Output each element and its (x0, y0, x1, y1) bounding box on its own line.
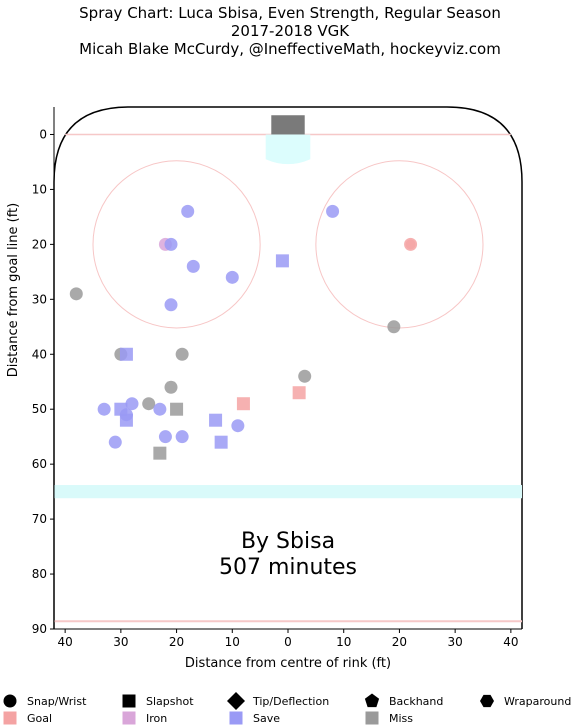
shot-point-20 (125, 397, 139, 411)
y-tick-label-8: 80 (32, 567, 47, 581)
legend-outcome-2: Save (229, 711, 280, 725)
legend-shape-label-1: Slapshot (146, 695, 194, 708)
x-tick-label-3: 10 (225, 635, 240, 649)
y-tick-label-2: 20 (32, 237, 47, 251)
y-tick-label-5: 50 (32, 402, 47, 416)
x-tick-label-4: 0 (284, 635, 292, 649)
shot-point-14 (164, 380, 178, 394)
legend-outcome-0: Goal (3, 711, 52, 725)
legend-swatch-1 (122, 711, 136, 725)
overlay-player: By Sbisa (241, 529, 335, 554)
shot-point-25 (236, 397, 250, 411)
rink-boards (53, 106, 523, 629)
shot-point-8 (404, 237, 418, 251)
legend-shape-label-4: Wraparound (504, 695, 571, 708)
y-tick-label-1: 10 (32, 182, 47, 196)
shot-point-21 (142, 397, 156, 411)
faceoff-circle-left (92, 160, 261, 329)
y-axis-label: Distance from goal line (ft) (6, 203, 21, 377)
legend-hexagon-icon (480, 694, 494, 708)
legend-shape-1: Slapshot (122, 694, 194, 708)
legend-shape-4: Wraparound (480, 694, 571, 708)
legend-swatch-3 (365, 711, 379, 725)
shot-point-7 (275, 254, 289, 268)
legend-outcome-label-0: Goal (27, 712, 52, 725)
legend-outcome-label-3: Miss (389, 712, 413, 725)
x-tick-label-6: 20 (392, 635, 407, 649)
x-tick-label-8: 40 (503, 635, 518, 649)
shot-point-30 (214, 435, 228, 449)
legend: Snap/Wrist Slapshot Tip/Deflection Backhand… (3, 692, 571, 725)
shot-point-32 (153, 446, 167, 460)
legend-shape-label-3: Backhand (389, 695, 443, 708)
x-axis-label: Distance from centre of rink (ft) (185, 656, 391, 671)
shot-point-12 (119, 347, 133, 361)
legend-swatch-0 (3, 711, 17, 725)
title-line-1: Spray Chart: Luca Sbisa, Even Strength, … (79, 4, 501, 22)
goal-net (271, 115, 305, 135)
axes: 0 10 20 30 40 50 60 70 80 90 40 30 20 10 0 10 20 30 40 (32, 107, 522, 649)
legend-shape-2: Tip/Deflection (227, 692, 329, 710)
legend-shape-label-0: Snap/Wrist (27, 695, 87, 708)
y-tick-label-3: 30 (32, 292, 47, 306)
title-line-2: 2017-2018 VGK (231, 22, 350, 40)
legend-pentagon-icon (364, 693, 380, 708)
legend-diamond-icon (227, 692, 245, 710)
legend-outcome-label-1: Iron (146, 712, 167, 725)
shot-point-9 (387, 320, 401, 334)
legend-square-icon (122, 694, 136, 708)
legend-outcome-label-2: Save (253, 712, 280, 725)
shot-point-10 (69, 287, 83, 301)
overlay-text: By Sbisa 507 minutes (219, 529, 357, 580)
shot-point-28 (158, 430, 172, 444)
legend-shape-label-2: Tip/Deflection (252, 695, 329, 708)
x-tick-label-5: 10 (336, 635, 351, 649)
shot-point-27 (108, 435, 122, 449)
rink-outline (53, 106, 523, 629)
x-tick-label-0: 40 (58, 635, 73, 649)
shot-point-13 (175, 347, 189, 361)
x-tick-label-7: 30 (448, 635, 463, 649)
legend-circle-icon (3, 694, 17, 708)
legend-outcome-1: Iron (122, 711, 167, 725)
y-tick-label-7: 70 (32, 512, 47, 526)
shot-point-31 (231, 419, 245, 433)
shot-point-1 (164, 237, 178, 251)
chart-titles: Spray Chart: Luca Sbisa, Even Strength, … (79, 4, 501, 58)
shot-point-3 (186, 259, 200, 273)
shot-point-29 (175, 430, 189, 444)
shot-point-2 (181, 204, 195, 218)
y-tick-label-4: 40 (32, 347, 47, 361)
shot-point-4 (164, 298, 178, 312)
x-tick-label-1: 30 (113, 635, 128, 649)
legend-shape-3: Backhand (364, 693, 443, 708)
title-line-3: Micah Blake McCurdy, @IneffectiveMath, h… (79, 40, 501, 58)
y-tick-label-6: 60 (32, 457, 47, 471)
faceoff-circle-right (315, 160, 484, 329)
goal-crease (265, 134, 311, 165)
shot-point-22 (153, 402, 167, 416)
legend-shape-0: Snap/Wrist (3, 694, 87, 708)
x-tick-label-2: 20 (169, 635, 184, 649)
overlay-minutes: 507 minutes (219, 555, 357, 580)
legend-swatch-2 (229, 711, 243, 725)
shot-point-24 (209, 413, 223, 427)
y-tick-label-0: 0 (39, 127, 47, 141)
legend-outcome-3: Miss (365, 711, 413, 725)
shot-point-5 (225, 270, 239, 284)
shot-point-26 (292, 386, 306, 400)
blue-line (54, 485, 522, 499)
shot-point-23 (170, 402, 184, 416)
shot-point-15 (298, 369, 312, 383)
shot-point-16 (97, 402, 111, 416)
shot-points (69, 204, 418, 460)
shot-point-19 (119, 413, 133, 427)
shot-point-6 (326, 204, 340, 218)
y-tick-label-9: 90 (32, 622, 47, 636)
